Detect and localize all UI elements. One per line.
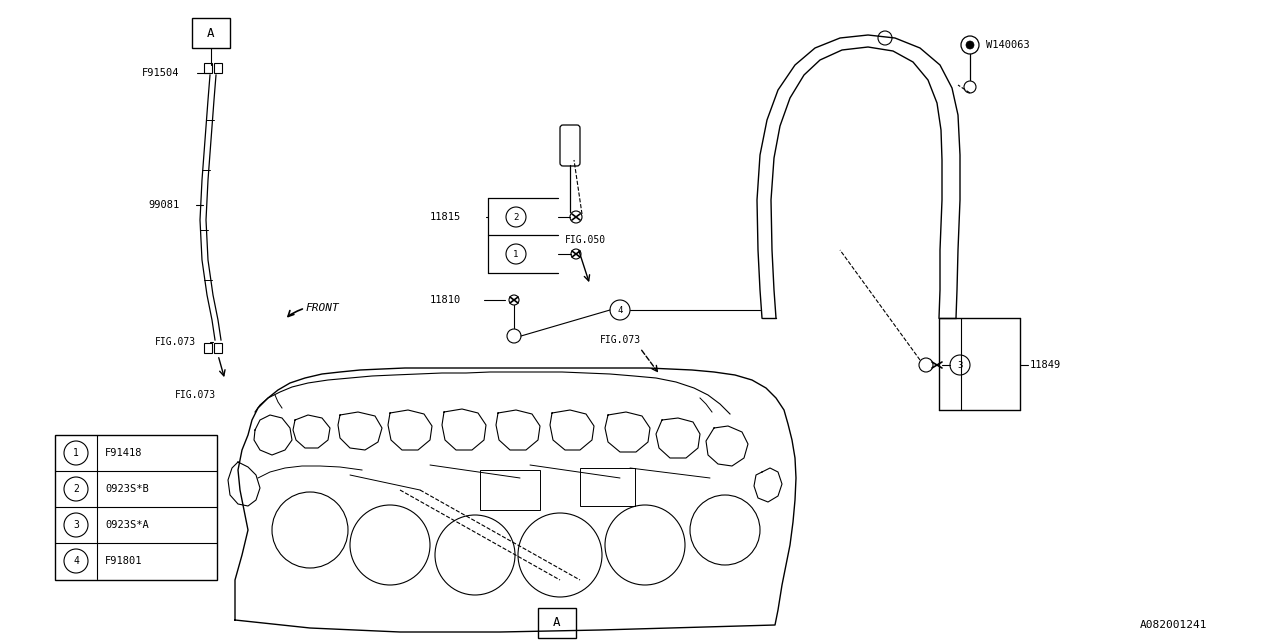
Text: A082001241: A082001241 [1140,620,1207,630]
Text: 99081: 99081 [148,200,179,210]
Bar [55,435,218,580]
Text: FIG.073: FIG.073 [155,337,196,347]
Bar [204,343,212,353]
Text: 0923S*A: 0923S*A [105,520,148,530]
Circle shape [966,41,974,49]
Text: 11849: 11849 [1030,360,1061,370]
Text: 1: 1 [73,448,79,458]
Text: 2: 2 [73,484,79,494]
Text: A: A [553,616,561,630]
Text: 0923S*B: 0923S*B [105,484,148,494]
Text: 3: 3 [957,360,963,369]
Text: A: A [207,26,215,40]
Text: FIG.050: FIG.050 [564,235,607,245]
Text: 4: 4 [617,305,622,314]
Bar [192,18,230,48]
Text: F91418: F91418 [105,448,142,458]
Text: 11810: 11810 [430,295,461,305]
Bar [214,343,221,353]
Text: FIG.073: FIG.073 [600,335,641,345]
Bar [538,608,576,638]
Text: 2: 2 [513,212,518,221]
Bar [480,470,540,510]
Text: 1: 1 [513,250,518,259]
Text: 3: 3 [73,520,79,530]
Text: F91801: F91801 [105,556,142,566]
Text: 4: 4 [73,556,79,566]
Bar [580,468,635,506]
Text: 11815: 11815 [430,212,461,222]
Text: FIG.073: FIG.073 [175,390,216,400]
Text: W140063: W140063 [986,40,1029,50]
Text: F91504: F91504 [142,68,179,78]
Text: FRONT: FRONT [305,303,339,313]
Bar [214,63,221,73]
Bar [204,63,212,73]
